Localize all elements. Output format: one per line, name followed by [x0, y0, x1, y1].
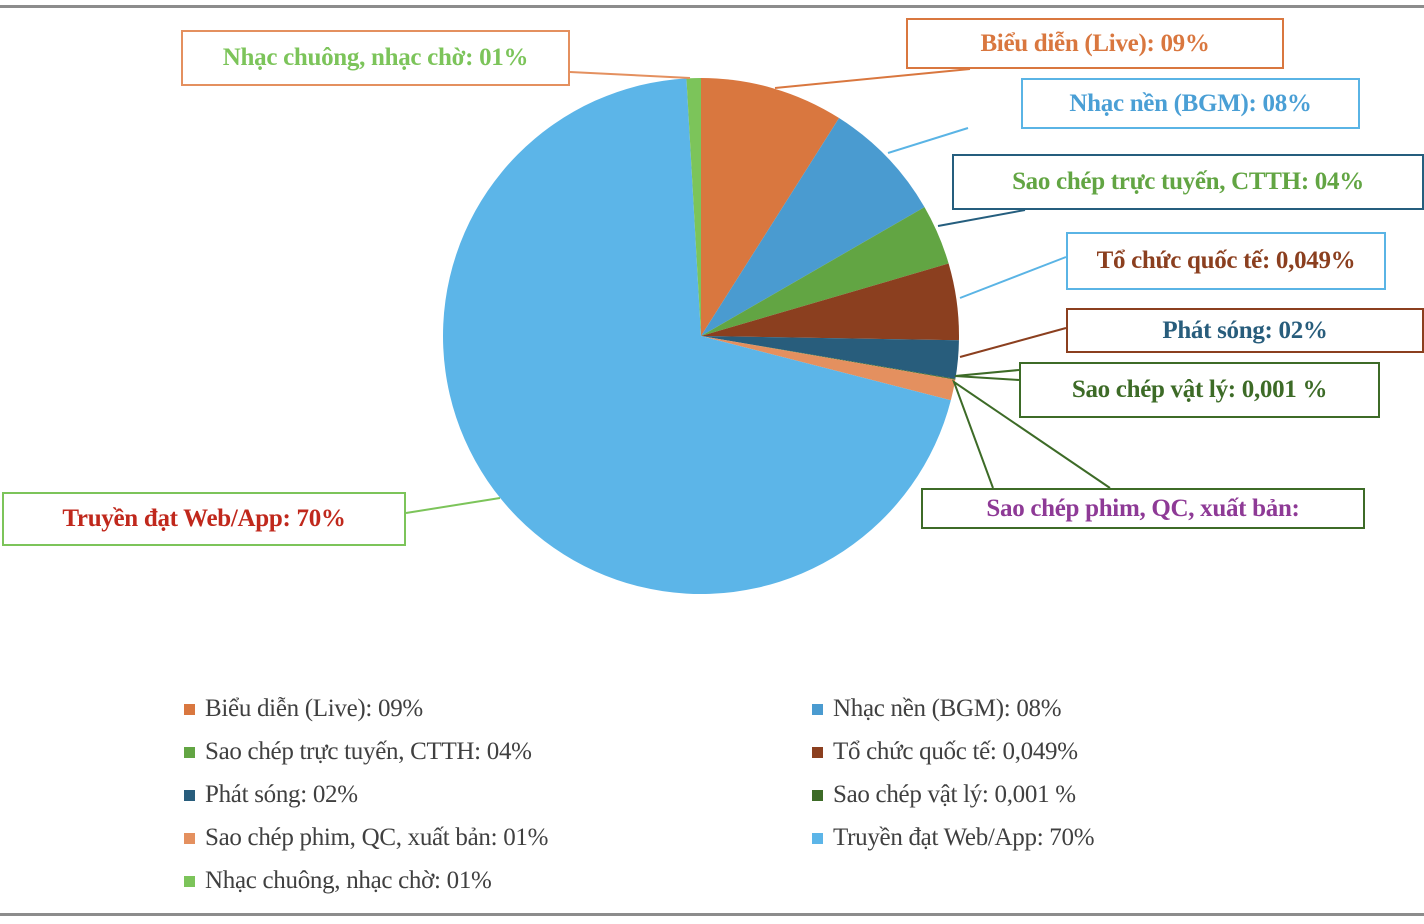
pie-slice-6	[701, 336, 956, 401]
leader-line-4	[959, 327, 1067, 358]
leader-line-1	[887, 127, 969, 154]
data-label-8: Nhạc chuông, nhạc chờ: 01%	[181, 30, 570, 86]
top-rule	[0, 5, 1424, 8]
pie-slice-5	[701, 336, 956, 380]
legend-item-4: Phát sóng: 02%	[184, 781, 358, 809]
data-label-0: Biểu diễn (Live): 09%	[906, 18, 1284, 69]
data-label-7: Truyền đạt Web/App: 70%	[2, 492, 406, 546]
leader-line-0	[774, 68, 971, 89]
pie-slice-1	[701, 118, 925, 336]
pie-slice-7	[442, 78, 951, 595]
legend-label: Biểu diễn (Live): 09%	[205, 695, 423, 722]
legend-swatch	[184, 789, 195, 801]
data-label-3: Tổ chức quốc tế: 0,049%	[1066, 232, 1386, 290]
legend-swatch	[812, 703, 823, 715]
legend-label: Sao chép trực tuyến, CTTH: 04%	[205, 738, 532, 765]
legend-item-7: Truyền đạt Web/App: 70%	[812, 824, 1095, 852]
legend-item-0: Biểu diễn (Live): 09%	[184, 695, 423, 723]
data-label-6: Sao chép phim, QC, xuất bản:	[921, 488, 1365, 529]
legend-item-1: Nhạc nền (BGM): 08%	[812, 695, 1062, 723]
legend-swatch	[812, 832, 823, 844]
leader-line-8	[569, 71, 691, 79]
legend-swatch	[812, 789, 823, 801]
legend-item-3: Tổ chức quốc tế: 0,049%	[812, 738, 1078, 766]
leader-line-7	[405, 497, 501, 514]
pie-slice-4	[701, 336, 959, 379]
pie-slice-3	[701, 263, 959, 341]
pie-slice-2	[701, 207, 949, 336]
bottom-rule	[0, 913, 1424, 916]
legend-label: Nhạc nền (BGM): 08%	[833, 695, 1062, 722]
legend-label: Truyền đạt Web/App: 70%	[833, 824, 1095, 851]
leader-line-2	[937, 209, 1026, 227]
data-label-4: Phát sóng: 02%	[1066, 308, 1424, 353]
pie-slice-0	[701, 78, 840, 336]
legend-item-5: Sao chép vật lý: 0,001 %	[812, 781, 1076, 809]
legend-swatch	[184, 875, 195, 887]
leader-line-3	[959, 256, 1067, 299]
legend-swatch	[184, 832, 195, 844]
legend-label: Nhạc chuông, nhạc chờ: 01%	[205, 867, 492, 894]
data-label-1: Nhạc nền (BGM): 08%	[1021, 78, 1360, 129]
legend-item-6: Sao chép phim, QC, xuất bản: 01%	[184, 824, 548, 852]
pie-slice-8	[686, 78, 701, 336]
legend-item-2: Sao chép trực tuyến, CTTH: 04%	[184, 738, 532, 766]
legend-swatch	[184, 746, 195, 758]
leader-line-5	[954, 369, 1020, 381]
data-label-5: Sao chép vật lý: 0,001 %	[1019, 362, 1380, 418]
legend-label: Phát sóng: 02%	[205, 781, 358, 808]
data-label-2: Sao chép trực tuyến, CTTH: 04%	[952, 154, 1424, 210]
legend-swatch	[812, 746, 823, 758]
legend-label: Sao chép vật lý: 0,001 %	[833, 781, 1076, 808]
legend-label: Tổ chức quốc tế: 0,049%	[833, 738, 1078, 765]
legend-label: Sao chép phim, QC, xuất bản: 01%	[205, 824, 549, 851]
legend-item-8: Nhạc chuông, nhạc chờ: 01%	[184, 867, 492, 895]
leader-line-6	[951, 379, 1111, 489]
legend-swatch	[184, 703, 195, 715]
